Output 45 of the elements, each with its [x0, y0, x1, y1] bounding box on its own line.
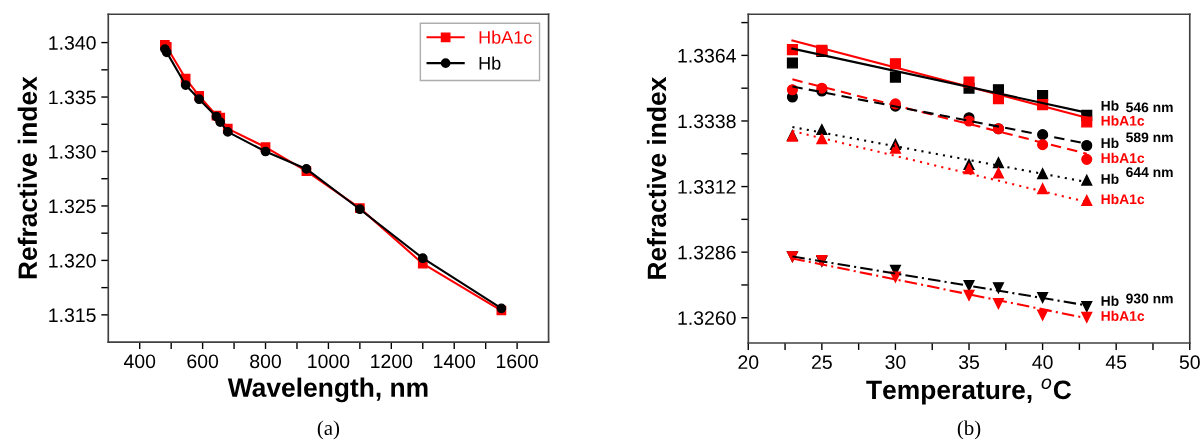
series-label: HbA1c: [1101, 152, 1145, 164]
y-tick-label: 1.3286: [678, 245, 736, 260]
text: (b): [957, 420, 981, 440]
x-tick-label: 1600: [496, 354, 538, 369]
x-tick-label: 1400: [434, 354, 476, 369]
x-tick-label: 30: [885, 355, 906, 370]
y-axis-title: Refractive index: [17, 76, 38, 279]
x-tick-label: 600: [187, 354, 219, 369]
y-axis-title: Refractive index: [646, 76, 667, 279]
x-tick-label: 20: [738, 355, 759, 370]
series-label: HbA1c: [1101, 115, 1145, 126]
annotation: 930 nm: [1126, 293, 1173, 304]
series-label: HbA1c: [1101, 310, 1145, 321]
annotation: 644 nm: [1126, 167, 1173, 178]
x-tick-label: 800: [250, 354, 281, 369]
x-tick-label: 35: [958, 355, 980, 370]
x-tick-label: 1200: [371, 354, 413, 369]
y-tick-label: 1.315: [49, 308, 96, 323]
y-tick-label: 1.335: [49, 90, 96, 105]
y-tick-label: 1.325: [49, 199, 96, 214]
x-tick-label: 25: [812, 355, 832, 370]
x-tick-label: 1000: [308, 354, 350, 369]
y-tick-label: 1.3364: [678, 48, 736, 63]
y-tick-label: 1.3312: [678, 180, 736, 194]
x-axis-title: Wavelength, nm: [227, 377, 428, 403]
x-tick-label: 45: [1105, 355, 1127, 370]
series-label: Hb: [1101, 137, 1119, 149]
y-tick-label: 1.340: [49, 36, 96, 50]
series-label: Hb: [1101, 295, 1119, 306]
x-tick-label: 50: [1179, 355, 1200, 370]
legend-label: Hb: [479, 56, 501, 70]
series-label: HbA1c: [1101, 193, 1145, 205]
y-tick-label: 1.3260: [678, 311, 736, 325]
annotation: 546 nm: [1126, 102, 1173, 113]
x-axis-title: Temperature, $^{o}$C: [866, 378, 1072, 405]
series-label: Hb: [1101, 100, 1119, 111]
y-tick-label: 1.3338: [678, 114, 736, 129]
x-tick-label: 40: [1032, 355, 1053, 370]
text: (a): [317, 420, 340, 440]
annotation: 589 nm: [1126, 132, 1173, 143]
y-tick-label: 1.320: [49, 253, 96, 268]
y-tick-label: 1.330: [49, 144, 96, 159]
x-tick-label: 400: [123, 354, 156, 369]
legend-label: HbA1c: [479, 30, 532, 44]
series-label: Hb: [1101, 173, 1119, 184]
